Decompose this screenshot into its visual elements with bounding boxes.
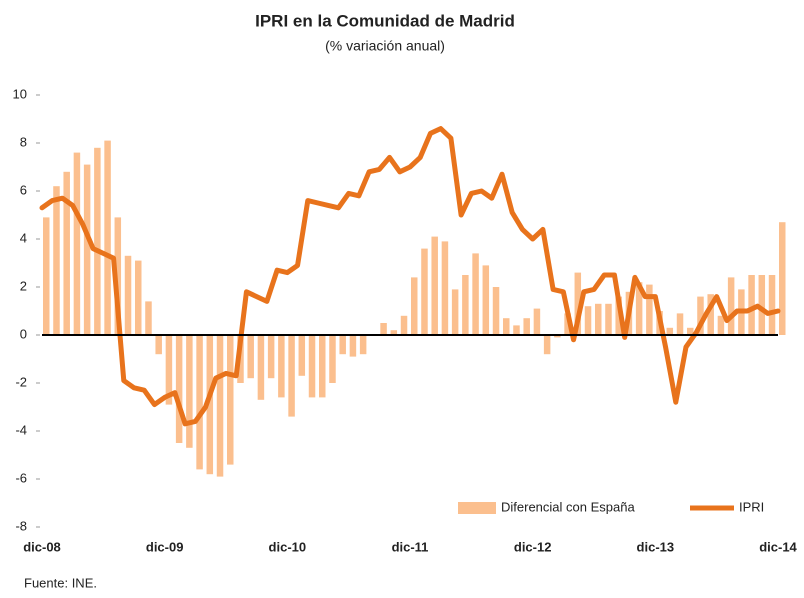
x-tick-label: dic-13 xyxy=(637,539,675,554)
legend-swatch xyxy=(458,502,496,514)
bar xyxy=(349,335,357,357)
bar xyxy=(94,147,101,335)
line xyxy=(39,126,781,427)
bar xyxy=(748,275,755,335)
bar xyxy=(482,265,490,335)
y-tick-label: 8 xyxy=(20,134,27,149)
bar xyxy=(717,315,725,335)
bar xyxy=(421,248,428,335)
legend-label: IPRI xyxy=(739,499,764,514)
bar xyxy=(278,335,285,398)
bar xyxy=(53,186,60,335)
bar xyxy=(186,335,193,448)
x-tick-label: dic-10 xyxy=(269,539,307,554)
bar xyxy=(63,171,70,335)
bar xyxy=(635,282,643,335)
bar xyxy=(165,335,173,405)
bar xyxy=(523,318,530,335)
bar xyxy=(227,335,234,465)
x-tick-label: dic-12 xyxy=(514,539,552,554)
bar xyxy=(104,140,111,335)
bar xyxy=(768,275,776,335)
bar xyxy=(451,289,459,335)
bar xyxy=(431,236,438,335)
bar xyxy=(697,296,704,335)
bar xyxy=(359,335,367,355)
bar xyxy=(400,315,408,335)
bar xyxy=(319,335,326,398)
bar xyxy=(543,335,551,355)
x-tick-label: dic-14 xyxy=(759,539,797,554)
y-tick-label: -6 xyxy=(15,470,27,485)
bar xyxy=(155,335,162,355)
y-tick-label: 4 xyxy=(20,230,27,245)
y-tick-label: 6 xyxy=(20,182,27,197)
y-tick-label: -4 xyxy=(15,422,27,437)
bar xyxy=(298,335,306,376)
bar xyxy=(758,275,766,335)
bar xyxy=(196,335,203,470)
bar xyxy=(411,277,418,335)
x-tick-label: dic-09 xyxy=(146,539,184,554)
bar xyxy=(492,287,500,335)
y-tick-label: 2 xyxy=(20,278,27,293)
bar xyxy=(605,303,612,335)
bar xyxy=(257,335,265,400)
bar xyxy=(124,255,132,335)
chart-title: IPRI en la Comunidad de Madrid xyxy=(255,11,515,30)
bar xyxy=(267,335,275,379)
chart-subtitle: (% variación anual) xyxy=(325,38,445,54)
bar xyxy=(666,327,674,335)
bar xyxy=(216,335,224,477)
bar xyxy=(472,253,479,335)
bar xyxy=(43,217,50,335)
bar xyxy=(513,325,520,335)
bar xyxy=(73,152,81,335)
y-tick-label: 0 xyxy=(20,326,27,341)
bar xyxy=(727,277,735,335)
bar xyxy=(462,275,469,335)
bar xyxy=(646,284,653,335)
bar xyxy=(308,335,316,398)
bar xyxy=(288,335,295,417)
bar xyxy=(329,335,336,383)
bar xyxy=(707,294,714,335)
x-tick-label: dic-11 xyxy=(392,539,429,554)
bar xyxy=(175,335,183,443)
bar xyxy=(135,260,142,335)
bar xyxy=(595,303,602,335)
bar xyxy=(564,313,571,335)
legend-label: Diferencial con España xyxy=(501,499,635,514)
bar xyxy=(533,308,541,335)
bar xyxy=(145,301,152,335)
bar xyxy=(503,318,510,335)
bar xyxy=(114,217,122,335)
bar xyxy=(574,272,582,335)
bar xyxy=(554,335,561,338)
bar xyxy=(687,327,694,335)
bar xyxy=(380,323,387,335)
x-tick-label: dic-08 xyxy=(23,539,61,554)
bar xyxy=(584,306,592,335)
bar xyxy=(247,335,254,379)
bar xyxy=(206,335,214,475)
bar xyxy=(390,330,398,335)
bar xyxy=(779,222,786,335)
bar xyxy=(441,241,449,335)
y-tick-label: -8 xyxy=(15,518,27,533)
bar xyxy=(339,335,346,355)
y-tick-label: -2 xyxy=(15,374,27,389)
bar xyxy=(676,313,684,335)
y-tick-label: 10 xyxy=(13,86,27,101)
bar xyxy=(83,164,91,335)
source-note: Fuente: INE. xyxy=(24,575,97,590)
